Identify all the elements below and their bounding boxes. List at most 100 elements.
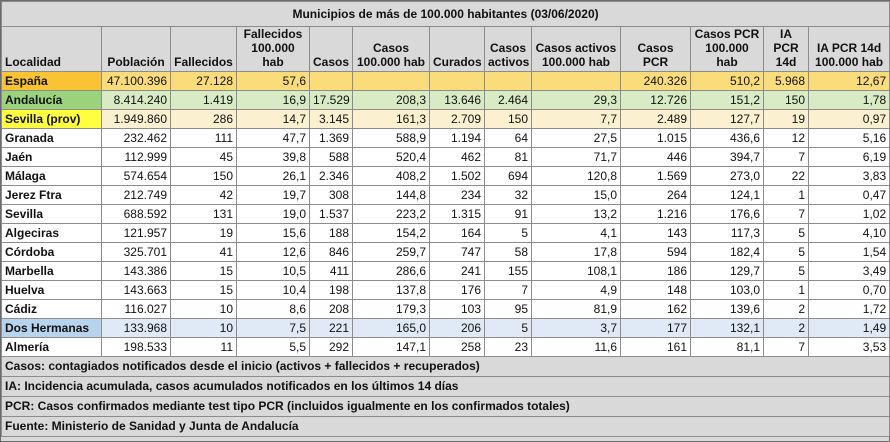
value-cell [429,71,485,91]
value-cell: 2 [763,318,809,338]
value-cell: 1.315 [429,204,485,224]
column-header: Casos PCR 100.000 hab [690,26,764,72]
value-cell: 57,6 [236,71,310,91]
value-cell: 510,2 [690,71,764,91]
value-cell: 1,49 [807,318,890,338]
value-cell: 7 [763,337,809,357]
value-cell: 3,49 [807,261,890,281]
footnote: Fuente: Ministerio de Sanidad y Junta de… [0,416,890,437]
value-cell: 150 [170,166,237,186]
value-cell: 8,6 [236,299,310,319]
locality-cell: Cádiz [1,299,102,319]
value-cell: 3,53 [807,337,890,357]
value-cell: 186 [620,261,691,281]
value-cell: 408,2 [352,166,430,186]
note-row: Casos: contagiados notificados desde el … [0,356,890,377]
value-cell: 144,8 [352,185,430,205]
value-cell: 176 [429,280,485,300]
value-cell: 7,7 [531,109,621,129]
value-cell: 1.419 [170,90,237,110]
value-cell: 4,9 [531,280,621,300]
value-cell: 131 [170,204,237,224]
value-cell: 129,7 [690,261,764,281]
value-cell: 394,7 [690,147,764,167]
value-cell: 198 [309,280,353,300]
column-header: Casos activos [484,26,532,72]
locality-cell: España [1,71,102,91]
value-cell: 208,3 [352,90,430,110]
column-header: Fallecidos 100.000 hab [236,26,310,72]
locality-cell: Sevilla (prov) [1,109,102,129]
value-cell: 161,3 [352,109,430,129]
value-cell: 15 [170,261,237,281]
value-cell: 208 [309,299,353,319]
value-cell: 588,9 [352,128,430,148]
table-row: Andalucía 8.414.240 1.419 16,9 17.529 208,3 13… [1,90,890,110]
value-cell: 846 [309,242,353,262]
value-cell: 0,47 [807,185,890,205]
value-cell: 594 [620,242,691,262]
value-cell: 29,3 [531,90,621,110]
column-header: Casos PCR [620,26,691,72]
value-cell: 4,1 [531,223,621,243]
value-cell: 1.569 [620,166,691,186]
value-cell [531,71,621,91]
locality-cell: Marbella [1,261,102,281]
value-cell: 3,83 [807,166,890,186]
value-cell: 58 [484,242,532,262]
value-cell: 264 [620,185,691,205]
value-cell [352,71,430,91]
value-cell: 5 [763,242,809,262]
value-cell: 1.369 [309,128,353,148]
column-header: Casos 100.000 hab [352,26,430,72]
column-header: Localidad [1,26,102,72]
value-cell: 143 [620,223,691,243]
value-cell: 10,4 [236,280,310,300]
value-cell: 3.145 [309,109,353,129]
value-cell: 27,5 [531,128,621,148]
value-cell: 2.489 [620,109,691,129]
value-cell: 19 [170,223,237,243]
table-row: Sevilla (prov) 1.949.860 286 14,7 3.145 161,3… [1,109,890,129]
value-cell: 45 [170,147,237,167]
value-cell: 47,7 [236,128,310,148]
value-cell: 71,7 [531,147,621,167]
value-cell: 15 [170,280,237,300]
table-row: Marbella 143.386 15 10,5 411 286,6 241 155 108,1… [1,261,890,281]
value-cell: 1,54 [807,242,890,262]
value-cell: 446 [620,147,691,167]
value-cell: 10,5 [236,261,310,281]
table-row: Huelva 143.663 15 10,4 198 137,8 176 7 4,9 148 103… [1,280,890,300]
value-cell: 2.709 [429,109,485,129]
value-cell: 13.646 [429,90,485,110]
title-row: Municipios de más de 100.000 habitantes … [0,1,890,27]
value-cell: 3,7 [531,318,621,338]
value-cell: 39,8 [236,147,310,167]
value-cell: 108,1 [531,261,621,281]
value-cell: 273,0 [690,166,764,186]
table-title: Municipios de más de 100.000 habitantes … [0,1,890,27]
table-row: Córdoba 325.701 41 12,6 846 259,7 747 58 17,8 594… [1,242,890,262]
value-cell: 411 [309,261,353,281]
value-cell [309,71,353,91]
value-cell: 10 [170,318,237,338]
column-header: Fallecidos [170,26,237,72]
value-cell [484,71,532,91]
value-cell: 223,2 [352,204,430,224]
value-cell: 81 [484,147,532,167]
column-header: Casos activos 100.000 hab [531,26,621,72]
value-cell: 32 [484,185,532,205]
value-cell: 64 [484,128,532,148]
value-cell: 112.999 [101,147,171,167]
value-cell: 117,3 [690,223,764,243]
value-cell: 241 [429,261,485,281]
value-cell: 212.749 [101,185,171,205]
note-row: Fuente: Ministerio de Sanidad y Junta de… [0,416,890,437]
value-cell: 12 [763,128,809,148]
value-cell: 6,19 [807,147,890,167]
value-cell: 150 [763,90,809,110]
value-cell: 1.502 [429,166,485,186]
locality-cell: Almería [1,337,102,357]
table-row: Cádiz 116.027 10 8,6 208 179,3 103 95 81,9 162 139… [1,299,890,319]
